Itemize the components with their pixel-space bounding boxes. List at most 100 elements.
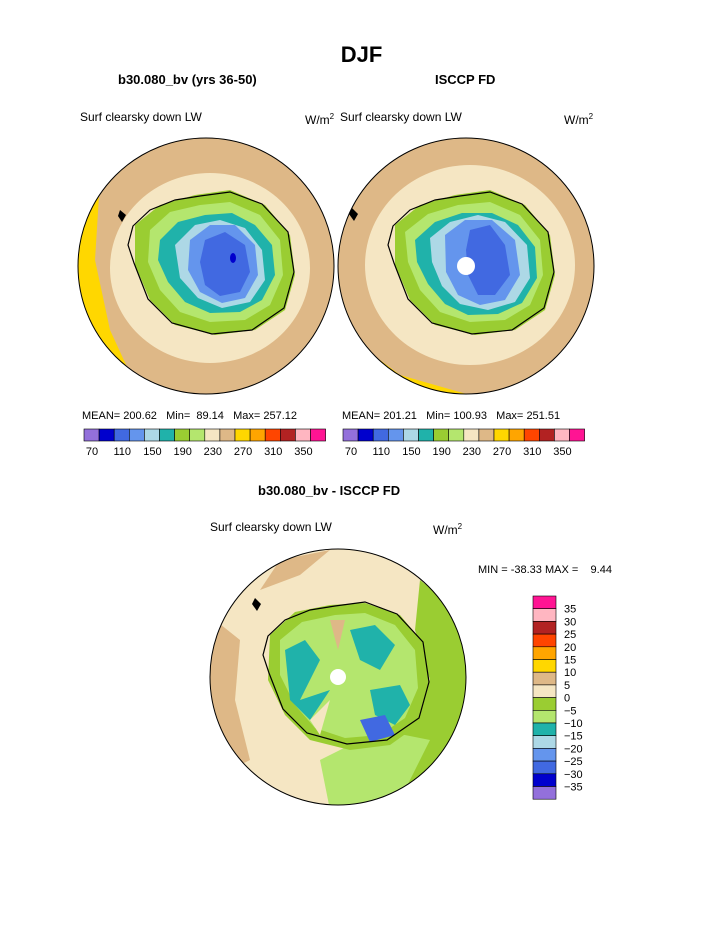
colorbar-box [113, 428, 130, 442]
colorbar-box [463, 428, 480, 442]
colorbar-box [418, 428, 434, 442]
colorbar-label: 5 [564, 680, 570, 692]
colorbar-box [532, 710, 557, 724]
colorbar-label: 310 [523, 446, 541, 458]
abs-colorbars: 70 110 150 190 230 270 310 350 70 110 150 190 230 27… [83, 428, 585, 458]
colorbar-label: −10 [564, 718, 583, 730]
colorbar-label: 230 [463, 446, 481, 458]
colorbar-box [523, 428, 540, 442]
colorbar-label: 190 [432, 446, 450, 458]
colorbar-box [249, 428, 266, 442]
colorbar-box [532, 646, 557, 660]
colorbar-label: 150 [143, 446, 161, 458]
colorbar-box [174, 428, 190, 442]
colorbar-box [539, 428, 555, 442]
colorbar-label: −35 [564, 782, 583, 794]
diff-stats: MIN = -38.33 MAX = 9.44 [478, 564, 612, 576]
map-difference [210, 549, 466, 805]
map-observed [338, 138, 594, 394]
colorbar-box [532, 684, 557, 698]
colorbar-label: 350 [294, 446, 312, 458]
colorbar-label: 30 [564, 616, 576, 628]
diff-units: W/m2 [433, 522, 463, 537]
map-model [78, 138, 334, 394]
colorbar-box [478, 428, 495, 442]
colorbar-label: −5 [564, 705, 577, 717]
colorbar-observed: 70 110 150 190 230 270 310 350 [342, 428, 585, 458]
colorbar-box [403, 428, 419, 442]
diff-subtitle: b30.080_bv - ISCCP FD [258, 483, 401, 498]
colorbar-label: 270 [234, 446, 252, 458]
colorbar-label: 10 [564, 667, 576, 679]
colorbar-box [532, 633, 557, 648]
panel1-stats: MEAN= 200.62 Min= 89.14 Max= 257.12 [82, 410, 298, 422]
colorbar-box [532, 697, 557, 711]
colorbar-label: 150 [402, 446, 420, 458]
colorbar-box [532, 621, 557, 635]
colorbar-box [189, 428, 206, 442]
colorbar-box [83, 428, 100, 442]
panel1-subtitle: b30.080_bv (yrs 36-50) [118, 72, 257, 87]
colorbar-label: 350 [553, 446, 571, 458]
colorbar-label: 25 [564, 629, 576, 641]
colorbar-box [493, 428, 510, 442]
colorbar-label: 230 [204, 446, 222, 458]
colorbar-box [532, 760, 557, 775]
colorbar-box [532, 595, 557, 609]
panel2-stats: MEAN= 201.21 Min= 100.93 Max= 251.51 [342, 410, 561, 422]
colorbar-box [357, 428, 374, 442]
colorbar-label: 20 [564, 642, 576, 654]
colorbar-box [219, 428, 236, 442]
panel2-variable-label: Surf clearsky down LW [340, 110, 462, 124]
colorbar-box [128, 428, 145, 442]
colorbar-label: 310 [264, 446, 282, 458]
colorbar-label: 15 [564, 655, 576, 667]
colorbar-box [532, 659, 557, 673]
colorbar-label: −20 [564, 743, 583, 755]
colorbar-box [264, 428, 281, 442]
colorbar-box [532, 748, 557, 762]
colorbar-label: 190 [173, 446, 191, 458]
colorbar-box [144, 428, 160, 442]
panel1-units: W/m2 [305, 112, 335, 127]
panel2-units: W/m2 [564, 112, 594, 127]
colorbar-label: 110 [372, 446, 390, 458]
colorbar-box [98, 428, 115, 442]
colorbar-label: 70 [86, 446, 98, 458]
colorbar-box [342, 428, 359, 442]
colorbar-label: 0 [564, 693, 570, 705]
colorbar-box [532, 786, 557, 800]
colorbar-box [310, 428, 326, 442]
colorbar-box [234, 428, 251, 442]
colorbar-box [532, 608, 557, 622]
colorbar-box [508, 428, 525, 442]
colorbar-box [433, 428, 449, 442]
colorbar-label: 110 [113, 446, 131, 458]
figure-title: DJF [340, 42, 383, 67]
diff-variable-label: Surf clearsky down LW [210, 520, 332, 534]
colorbar-box [532, 671, 557, 686]
colorbar-box [204, 428, 221, 442]
colorbar-box [387, 428, 404, 442]
colorbar-label: 70 [345, 446, 357, 458]
colorbar-label: 35 [564, 604, 576, 616]
panel1-variable-label: Surf clearsky down LW [80, 110, 202, 124]
colorbar-box [372, 428, 389, 442]
colorbar-box [532, 722, 557, 736]
colorbar-box [532, 735, 557, 749]
colorbar-box [159, 428, 175, 442]
colorbar-model: 70 110 150 190 230 270 310 350 [83, 428, 326, 458]
colorbar-label: −15 [564, 731, 583, 743]
colorbar-box [295, 428, 311, 442]
colorbar-box [448, 428, 465, 442]
colorbar-box [280, 428, 296, 442]
colorbar-label: −30 [564, 769, 583, 781]
panel2-subtitle: ISCCP FD [435, 72, 496, 87]
colorbar-box [569, 428, 585, 442]
colorbar-box [554, 428, 570, 442]
colorbar-label: 270 [493, 446, 511, 458]
colorbar-label: −25 [564, 756, 583, 768]
colorbar-box [532, 773, 557, 787]
